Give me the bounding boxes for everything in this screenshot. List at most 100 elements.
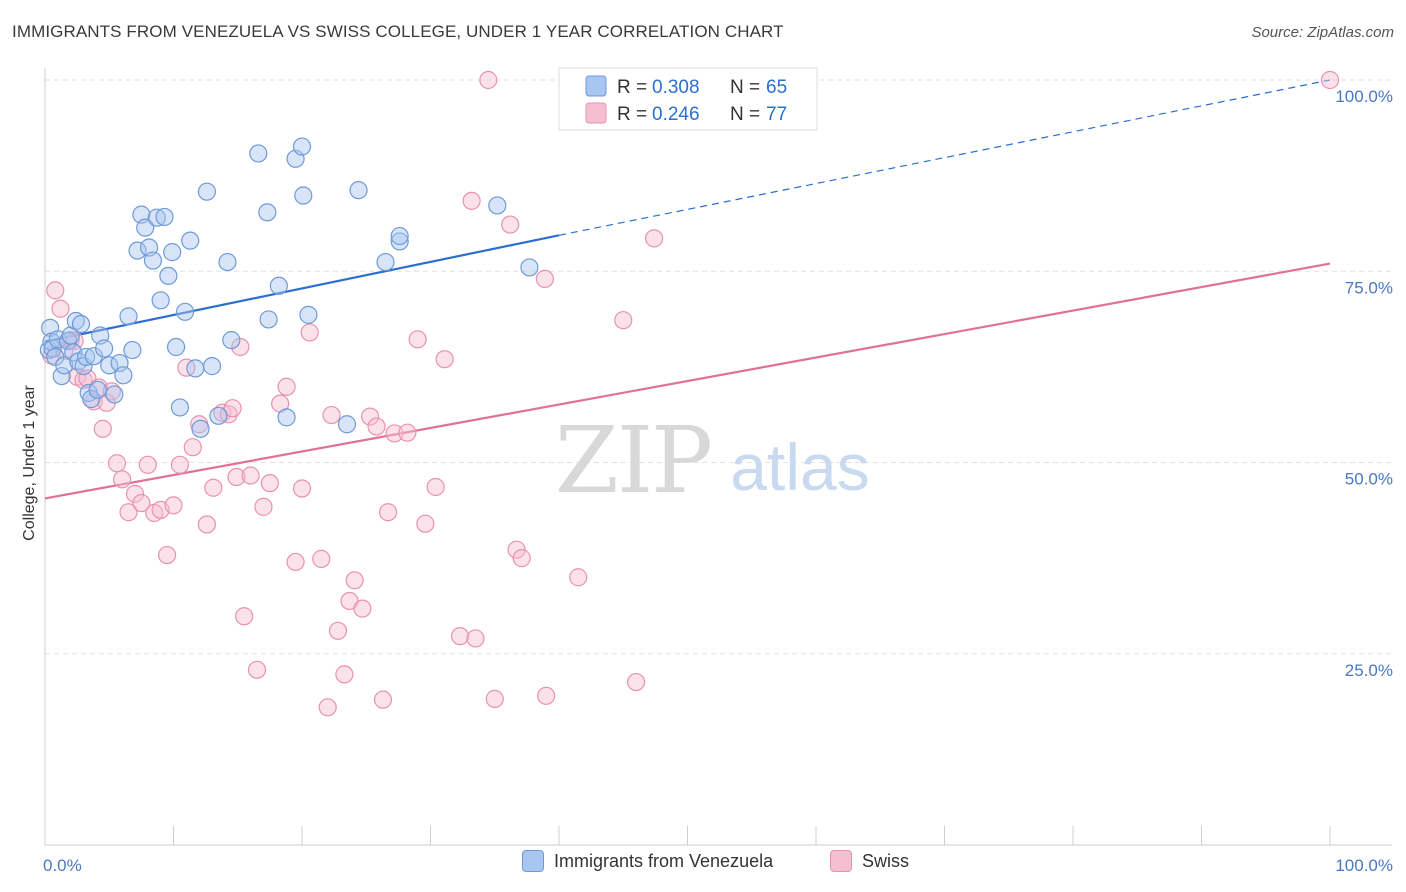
swiss-point <box>335 665 354 684</box>
venezuela-point <box>186 359 205 378</box>
watermark-atlas: atlas <box>730 430 869 504</box>
swiss-point <box>286 552 305 572</box>
swiss-point <box>132 493 151 513</box>
venezuela-point <box>258 203 277 222</box>
swiss-point <box>241 466 260 485</box>
legend-item-swiss[interactable]: Swiss <box>830 850 909 872</box>
venezuela-trend-line <box>44 234 560 343</box>
bottom-legend: Immigrants from Venezuela Swiss <box>0 850 1406 880</box>
swiss-point <box>107 454 127 473</box>
venezuela-point <box>123 340 142 360</box>
legend-label-venezuela: Immigrants from Venezuela <box>554 850 774 871</box>
swiss-point <box>223 399 242 418</box>
swiss-point <box>112 470 132 489</box>
venezuela-point <box>128 241 147 260</box>
x-tick-label-min: 0.0% <box>43 856 82 875</box>
venezuela-point <box>277 408 296 427</box>
venezuela-point <box>294 186 313 205</box>
venezuela-point <box>143 251 163 270</box>
venezuela-point <box>114 366 133 385</box>
venezuela-point <box>151 291 170 310</box>
venezuela-point <box>197 182 217 201</box>
swiss-point <box>102 382 121 401</box>
venezuela-point <box>390 226 409 246</box>
swiss-point <box>614 311 633 330</box>
swiss-point <box>435 350 454 369</box>
venezuela-point <box>84 347 103 366</box>
axes <box>44 68 1392 846</box>
venezuela-point <box>170 398 190 417</box>
swiss-point <box>416 514 435 533</box>
grid-lines <box>45 79 1392 655</box>
swiss-point <box>398 423 417 442</box>
venezuela-point <box>191 419 210 438</box>
venezuela-point <box>292 137 312 156</box>
swiss-point <box>328 621 348 640</box>
swiss-point <box>277 377 296 396</box>
swiss-point <box>345 571 364 590</box>
swiss-point <box>227 467 246 487</box>
watermark: ZIP atlas <box>555 407 870 514</box>
swiss-point <box>260 474 279 493</box>
y-tick-labels: 25.0% 50.0% 75.0% 100.0% <box>1335 87 1393 680</box>
venezuela-point <box>259 310 278 329</box>
venezuela-point <box>88 380 107 399</box>
venezuela-points <box>39 137 539 438</box>
legend-n-value-0: 65 <box>766 77 787 98</box>
swiss-point <box>183 438 202 457</box>
venezuela-point <box>66 311 85 331</box>
swiss-point <box>254 497 273 516</box>
swiss-point <box>157 545 177 565</box>
legend-item-venezuela[interactable]: Immigrants from Venezuela <box>522 850 773 872</box>
venezuela-point <box>155 207 174 227</box>
swiss-point <box>204 478 223 497</box>
swiss-point <box>367 417 386 436</box>
legend-n-value-1: 77 <box>766 104 787 125</box>
swiss-point <box>292 479 312 498</box>
swiss-point <box>535 269 554 288</box>
venezuela-point <box>249 144 268 163</box>
watermark-zip: ZIP <box>555 407 711 514</box>
swiss-point <box>462 191 481 210</box>
legend-swatch-swiss <box>585 102 607 124</box>
swiss-point <box>512 549 531 568</box>
venezuela-point <box>95 339 114 358</box>
venezuela-point <box>163 243 182 262</box>
swiss-point <box>479 70 498 90</box>
y-tick-label: 75.0% <box>1345 278 1393 297</box>
swiss-trend-line <box>44 262 1331 500</box>
venezuela-point <box>376 252 395 272</box>
venezuela-point <box>209 406 228 425</box>
swiss-point <box>361 407 380 426</box>
swiss-point <box>373 690 393 709</box>
swiss-point <box>318 698 337 717</box>
venezuela-point <box>159 266 178 285</box>
venezuela-point <box>77 347 96 367</box>
swiss-point <box>164 496 183 515</box>
trend-lines <box>44 79 1331 500</box>
swiss-point <box>235 607 254 626</box>
venezuela-point <box>202 357 222 376</box>
venezuela-point <box>55 356 74 375</box>
swiss-point <box>197 515 217 534</box>
venezuela-point <box>181 231 200 250</box>
swiss-point <box>51 299 70 318</box>
venezuela-point <box>52 366 71 386</box>
swiss-point <box>385 424 404 443</box>
swiss-point <box>569 568 588 587</box>
legend-r-value-0: 0.308 <box>652 77 700 98</box>
source-label: Source: ZipAtlas.com <box>1251 24 1394 41</box>
legend-swatch-venezuela-bottom <box>522 850 544 872</box>
swiss-point <box>231 337 250 357</box>
swiss-point <box>119 503 138 522</box>
swiss-point <box>353 599 372 618</box>
swiss-point <box>46 281 65 300</box>
venezuela-point <box>390 232 409 251</box>
swiss-point <box>501 215 520 234</box>
venezuela-point <box>520 258 539 277</box>
swiss-point <box>300 323 319 342</box>
swiss-point <box>312 549 331 568</box>
swiss-point <box>485 689 504 708</box>
swiss-point <box>1320 70 1340 90</box>
chart-title: IMMIGRANTS FROM VENEZUELA VS SWISS COLLE… <box>12 22 784 41</box>
